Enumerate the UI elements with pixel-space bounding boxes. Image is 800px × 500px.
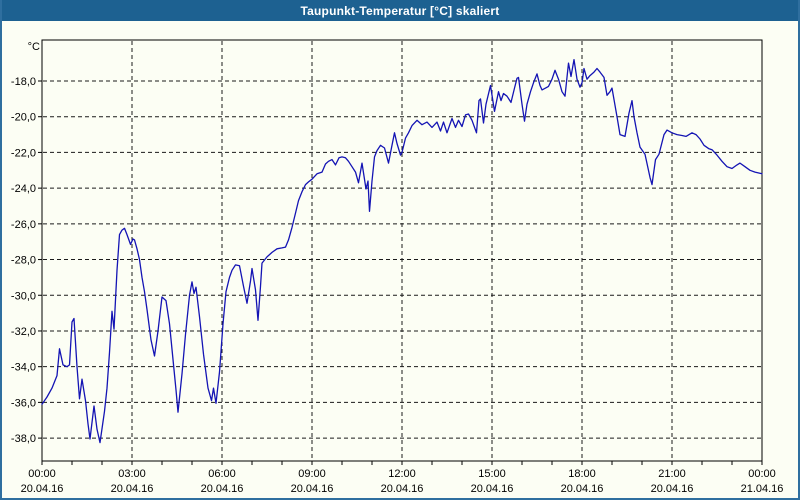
x-tick-time-label: 15:00 (478, 468, 506, 480)
y-tick-label: -32,0 (11, 326, 36, 338)
x-tick-date-label: 21.04.16 (741, 483, 784, 495)
title-bar: Taupunkt-Temperatur [°C] skaliert (2, 0, 798, 21)
x-tick-time-label: 09:00 (298, 468, 326, 480)
y-tick-label: -22,0 (11, 147, 36, 159)
y-tick-label: -24,0 (11, 183, 36, 195)
y-tick-label: -18,0 (11, 76, 36, 88)
x-tick-date-label: 20.04.16 (381, 483, 424, 495)
y-axis-unit-label: °C (28, 41, 40, 53)
x-tick-time-label: 03:00 (118, 468, 146, 480)
y-tick-label: -30,0 (11, 290, 36, 302)
y-tick-label: -20,0 (11, 112, 36, 124)
x-tick-date-label: 20.04.16 (651, 483, 694, 495)
y-tick-label: -34,0 (11, 362, 36, 374)
plot-frame (41, 39, 763, 462)
window-title: Taupunkt-Temperatur [°C] skaliert (300, 3, 500, 18)
x-tick-time-label: 21:00 (658, 468, 686, 480)
y-tick-label: -28,0 (11, 255, 36, 267)
y-tick-label: -38,0 (11, 433, 36, 445)
y-tick-label: -36,0 (11, 397, 36, 409)
y-tick-label: -26,0 (11, 219, 36, 231)
x-tick-time-label: 06:00 (208, 468, 236, 480)
temperature-line (41, 58, 763, 444)
x-tick-date-label: 20.04.16 (561, 483, 604, 495)
x-tick-date-label: 20.04.16 (291, 483, 334, 495)
x-tick-time-label: 00:00 (28, 468, 56, 480)
x-tick-date-label: 20.04.16 (111, 483, 154, 495)
x-tick-time-label: 18:00 (568, 468, 596, 480)
x-tick-date-label: 20.04.16 (201, 483, 244, 495)
x-tick-time-label: 12:00 (388, 468, 416, 480)
x-tick-date-label: 20.04.16 (21, 483, 64, 495)
x-tick-date-label: 20.04.16 (471, 483, 514, 495)
x-tick-time-label: 00:00 (748, 468, 776, 480)
